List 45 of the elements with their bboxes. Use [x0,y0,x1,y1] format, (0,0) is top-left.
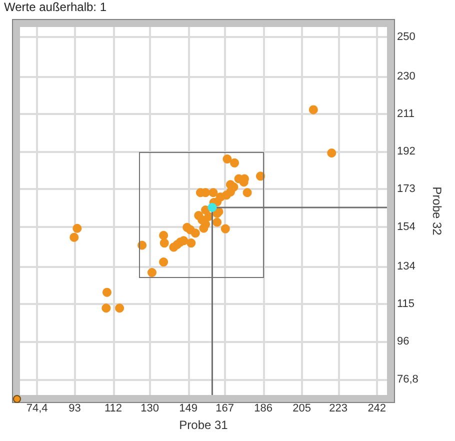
point [102,288,112,297]
point [308,105,318,114]
point [70,232,79,242]
x-tick-label: 167 [216,402,234,414]
point [190,228,200,238]
y-tick-label: 115 [397,298,415,310]
x-tick-label: 149 [179,402,198,414]
y-tick-label: 173 [397,183,416,196]
point [148,268,156,278]
point [222,154,232,164]
y-tick-label: 230 [397,70,416,82]
point [186,238,196,248]
x-tick-label: 74,4 [26,402,48,414]
point [208,188,218,198]
point [159,230,168,240]
chart-title: Werte außerhalb: 1 [4,0,107,14]
x-axis-title: Probe 31 [179,418,228,432]
y-tick-label: 96 [397,336,410,348]
point [208,202,217,212]
point [212,218,222,227]
point [230,158,240,168]
x-tick-label: 130 [140,402,159,414]
x-tick-label: 242 [368,402,386,414]
y-tick-label: 211 [397,108,415,120]
point [242,188,252,198]
point [169,242,178,252]
point [115,304,124,313]
point [72,224,82,233]
point [220,224,230,234]
y-tick-label: 192 [397,146,416,158]
y-tick-label: 134 [397,260,416,272]
y-axis-title: Probe 32 [430,186,444,236]
x-tick-label: 186 [254,402,272,414]
x-tick-label: 93 [68,402,81,414]
point [199,224,208,233]
x-tick-label: 223 [329,402,348,414]
point [102,304,111,313]
point [327,148,336,158]
x-tick-label: 205 [292,402,312,414]
y-tick-label: 76,8 [397,374,418,386]
point [159,258,168,267]
x-tick-label: 112 [104,402,122,414]
point [160,238,169,248]
y-tick-label: 250 [397,30,416,43]
y-tick-label: 154 [397,220,416,233]
